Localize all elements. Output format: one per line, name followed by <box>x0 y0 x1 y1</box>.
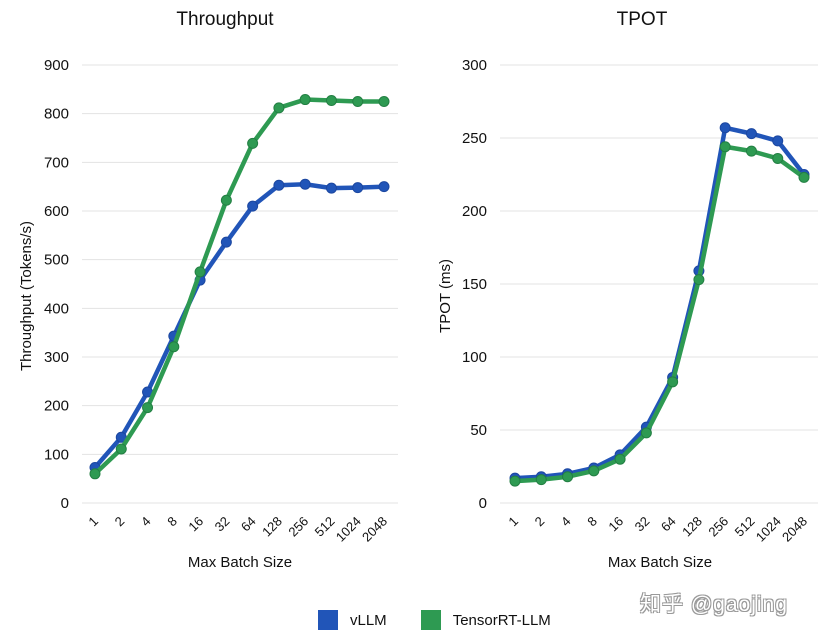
throughput-series-line-tensorrt-llm <box>92 97 387 477</box>
tpot-series-line-tensorrt-llm <box>512 144 807 484</box>
legend-label-tensorrt-llm: TensorRT-LLM <box>452 611 551 629</box>
tpot-x-tick-label: 32 <box>632 514 653 535</box>
throughput-point-vllm <box>325 182 337 194</box>
throughput-point-tensorrt-llm <box>273 102 285 114</box>
throughput-point-vllm <box>299 178 311 190</box>
throughput-point-tensorrt-llm <box>142 402 154 414</box>
throughput-point-tensorrt-llm <box>115 443 127 455</box>
tpot-x-tick-label: 4 <box>558 514 574 530</box>
throughput-point-tensorrt-llm <box>194 266 206 278</box>
tpot-x-tick-label: 256 <box>705 514 731 540</box>
tpot-x-tick-label: 2048 <box>779 514 810 545</box>
tpot-point-tensorrt-llm <box>588 465 600 477</box>
tpot-x-tick-label: 8 <box>584 514 600 530</box>
tpot-y-tick-label: 50 <box>470 422 487 439</box>
throughput-point-vllm <box>247 200 259 212</box>
tpot-x-tick-label: 128 <box>679 514 705 540</box>
tpot-point-tensorrt-llm <box>535 474 547 486</box>
tpot-point-tensorrt-llm <box>745 145 757 157</box>
throughput-y-axis-label: Throughput (Tokens/s) <box>18 221 35 371</box>
tpot-y-tick-label: 100 <box>462 349 487 366</box>
tpot-y-tick-label: 300 <box>462 57 487 74</box>
throughput-x-tick-label: 16 <box>185 514 206 535</box>
throughput-y-tick-label: 100 <box>44 446 69 463</box>
tpot-chart-title: TPOT <box>617 9 668 30</box>
tpot-point-tensorrt-llm <box>562 471 574 483</box>
tpot-x-tick-label: 2 <box>532 514 548 530</box>
throughput-point-vllm <box>220 236 232 248</box>
tpot-x-tick-label: 1 <box>505 514 521 530</box>
tpot-point-vllm <box>719 122 731 134</box>
throughput-y-tick-label: 200 <box>44 398 69 415</box>
tpot-y-tick-label: 150 <box>462 276 487 293</box>
tpot-y-tick-label: 200 <box>462 203 487 220</box>
tpot-point-tensorrt-llm <box>614 453 626 465</box>
throughput-point-vllm <box>273 179 285 191</box>
throughput-y-tick-label: 400 <box>44 300 69 317</box>
throughput-x-tick-label: 64 <box>238 514 259 535</box>
tpot-point-tensorrt-llm <box>640 427 652 439</box>
throughput-chart-title: Throughput <box>176 9 274 30</box>
legend-swatch-tensorrt-llm <box>420 610 441 630</box>
legend: vLLM TensorRT-LLM <box>318 610 585 630</box>
tpot-point-vllm <box>772 135 784 147</box>
legend-item-tensorrt-llm: TensorRT-LLM <box>420 610 551 630</box>
tpot-x-axis-label: Max Batch Size <box>608 554 712 571</box>
throughput-x-tick-label: 1 <box>85 514 101 530</box>
throughput-y-tick-label: 800 <box>44 106 69 123</box>
throughput-point-tensorrt-llm <box>247 137 259 149</box>
tpot-x-tick-label: 64 <box>658 514 679 535</box>
throughput-x-tick-label: 128 <box>259 514 285 540</box>
tpot-x-tick-label: 1024 <box>753 514 784 545</box>
tpot-point-tensorrt-llm <box>772 152 784 164</box>
throughput-point-vllm <box>352 182 364 194</box>
throughput-point-tensorrt-llm <box>168 341 180 353</box>
tpot-point-tensorrt-llm <box>509 475 521 487</box>
throughput-point-vllm <box>378 181 390 193</box>
throughput-point-tensorrt-llm <box>89 468 101 480</box>
tpot-point-tensorrt-llm <box>693 274 705 286</box>
throughput-y-tick-label: 300 <box>44 349 69 366</box>
legend-swatch-vllm <box>318 610 338 630</box>
throughput-point-tensorrt-llm <box>352 96 364 107</box>
throughput-point-tensorrt-llm <box>378 96 390 107</box>
tpot-series-line-vllm <box>512 125 807 481</box>
throughput-x-tick-label: 32 <box>212 514 233 535</box>
tpot-point-tensorrt-llm <box>719 141 731 153</box>
throughput-point-tensorrt-llm <box>299 94 311 106</box>
tpot-point-vllm <box>745 128 757 140</box>
throughput-x-tick-label: 8 <box>164 514 180 530</box>
legend-item-vllm: vLLM <box>318 610 387 630</box>
tpot-point-tensorrt-llm <box>798 171 810 183</box>
throughput-y-tick-label: 700 <box>44 154 69 171</box>
tpot-y-tick-label: 0 <box>479 495 487 512</box>
tpot-y-axis-label: TPOT (ms) <box>437 259 454 333</box>
throughput-x-tick-label: 4 <box>138 514 154 530</box>
throughput-y-tick-label: 900 <box>44 57 69 74</box>
throughput-y-tick-label: 0 <box>61 495 69 512</box>
tpot-y-tick-label: 250 <box>462 130 487 147</box>
watermark: 知乎 @gaojing <box>640 593 788 616</box>
legend-label-vllm: vLLM <box>350 611 387 629</box>
throughput-x-tick-label: 1024 <box>333 514 364 545</box>
throughput-y-tick-label: 500 <box>44 252 69 269</box>
throughput-y-tick-label: 600 <box>44 203 69 220</box>
throughput-point-tensorrt-llm <box>325 95 337 107</box>
throughput-x-tick-label: 2048 <box>359 514 390 545</box>
throughput-point-tensorrt-llm <box>220 194 232 206</box>
throughput-x-tick-label: 256 <box>285 514 311 540</box>
tpot-point-tensorrt-llm <box>667 376 679 388</box>
throughput-x-axis-label: Max Batch Size <box>188 554 292 571</box>
throughput-x-tick-label: 2 <box>112 514 128 530</box>
tpot-x-tick-label: 16 <box>605 514 626 535</box>
